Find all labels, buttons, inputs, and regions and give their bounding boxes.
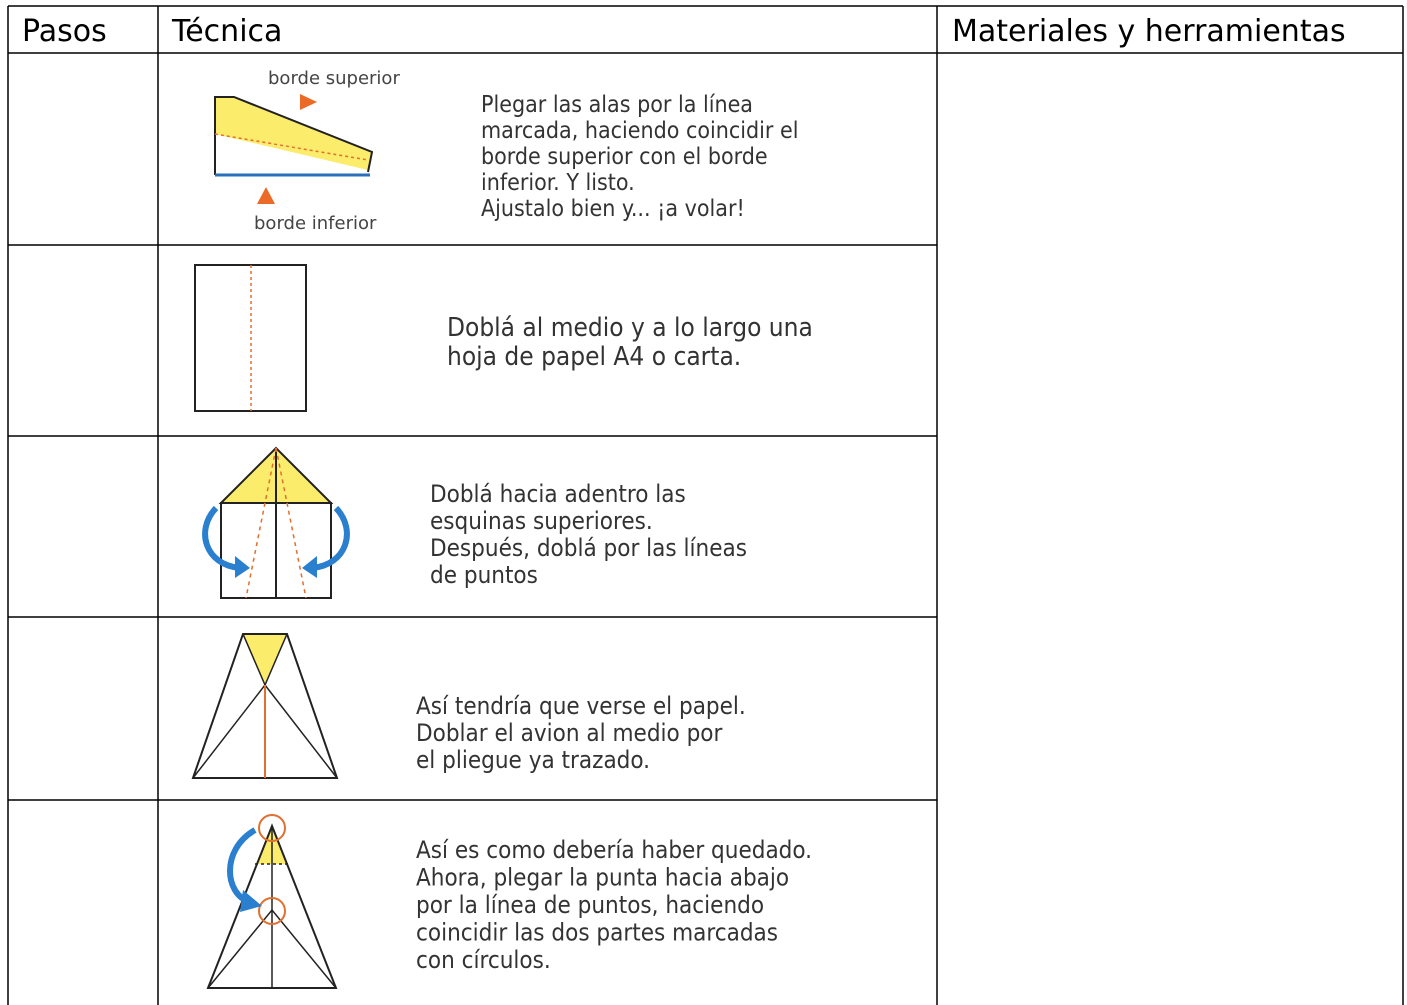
header-cell: Técnica [171, 14, 282, 49]
illustration: borde superior borde inferior [214, 68, 400, 234]
step-text-line: por la línea de puntos, haciendo [416, 891, 764, 919]
header-cell: Materiales y herramientas [952, 14, 1346, 49]
step-text-line: Así tendría que verse el papel. [416, 692, 746, 720]
step-text-line: Doblá hacia adentro las [430, 480, 686, 508]
illustration [194, 264, 307, 412]
illustration [206, 814, 338, 989]
step-text-line: esquinas superiores. [430, 507, 653, 535]
diagram-label: borde superior [268, 68, 400, 89]
step-text-line: de puntos [430, 561, 538, 589]
step-text-line: Plegar las alas por la línea [481, 92, 753, 118]
header-cell: Pasos [22, 14, 107, 49]
step-text-line: coincidir las dos partes marcadas [416, 919, 778, 947]
step-text-line: Ahora, plegar la punta hacia abajo [416, 864, 789, 892]
step-text-line: marcada, haciendo coincidir el [481, 118, 798, 144]
step-text-line: con círculos. [416, 946, 551, 974]
step-text-line: el pliegue ya trazado. [416, 746, 650, 774]
illustration [191, 633, 339, 779]
table-grid [7, 5, 1404, 1005]
step-text-line: Así es como debería haber quedado. [416, 836, 812, 864]
step-text-line: borde superior con el borde [481, 144, 768, 170]
diagram-label: borde inferior [254, 213, 377, 234]
step-text-line: inferior. Y listo. [481, 170, 635, 196]
step-text-line: hoja de papel A4 o carta. [447, 342, 741, 372]
step-text-line: Ajustalo bien y... ¡a volar! [481, 196, 745, 222]
illustration [202, 446, 350, 599]
step-text-line: Doblar el avion al medio por [416, 719, 723, 747]
step-text-line: Después, doblá por las líneas [430, 534, 747, 562]
step-text-line: Doblá al medio y a lo largo una [447, 313, 813, 343]
